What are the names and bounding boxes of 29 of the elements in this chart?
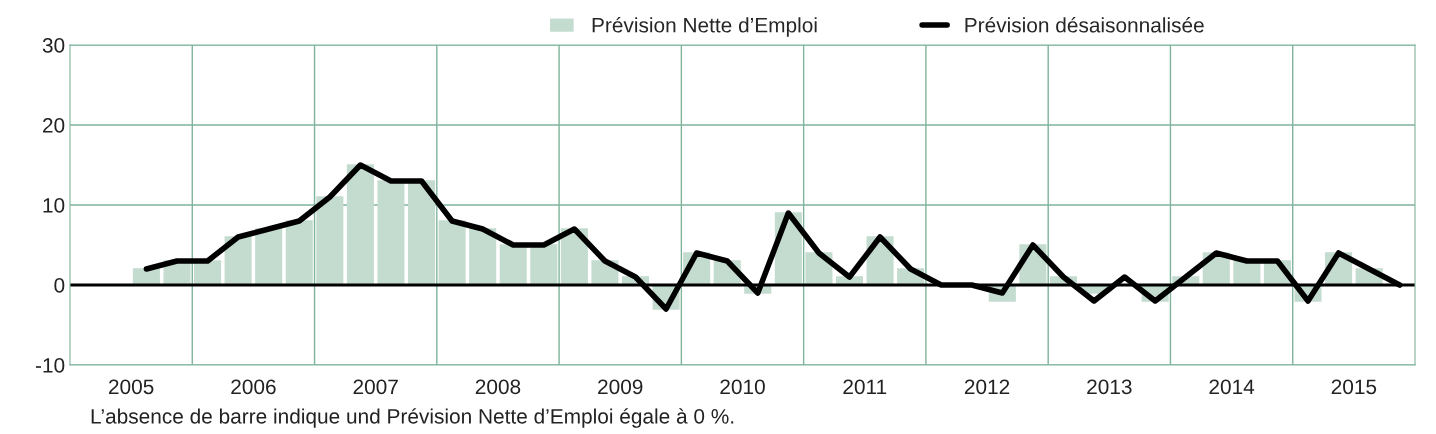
y-tick-label: 30 bbox=[42, 38, 65, 53]
x-tick-label: 2014 bbox=[1209, 379, 1255, 395]
bar bbox=[469, 228, 497, 286]
bar bbox=[377, 180, 405, 286]
x-tick-label: 2009 bbox=[598, 379, 643, 395]
bar bbox=[499, 244, 527, 286]
y-tick-label: 10 bbox=[43, 198, 65, 213]
x-tick-label: 2005 bbox=[109, 379, 154, 395]
x-tick-label: 2012 bbox=[964, 379, 1010, 395]
x-tick-label: 2015 bbox=[1331, 379, 1377, 395]
bar bbox=[285, 220, 313, 286]
x-tick-label: 2010 bbox=[720, 379, 765, 395]
legend-label: Prévision désaisonnalisée bbox=[965, 17, 1204, 33]
bar bbox=[316, 196, 344, 286]
y-tick-label: 0 bbox=[54, 278, 65, 293]
bar bbox=[255, 228, 283, 286]
bar bbox=[438, 220, 466, 286]
bar bbox=[346, 164, 374, 286]
x-tick-label: 2006 bbox=[231, 379, 276, 395]
legend-label: Prévision Nette d’Emploi bbox=[592, 17, 817, 37]
y-tick-label: 20 bbox=[43, 118, 65, 133]
bar bbox=[408, 180, 436, 286]
x-tick-label: 2011 bbox=[843, 379, 887, 395]
x-tick-label: 2007 bbox=[353, 379, 398, 395]
x-tick-label: 2008 bbox=[475, 379, 521, 395]
y-tick-label: -10 bbox=[35, 358, 65, 373]
bar bbox=[530, 244, 558, 286]
text: L’absence de barre indique und Prévision Nette d’Emploi égale à 0 %. bbox=[91, 408, 734, 428]
x-tick-label: 2013 bbox=[1087, 379, 1132, 395]
